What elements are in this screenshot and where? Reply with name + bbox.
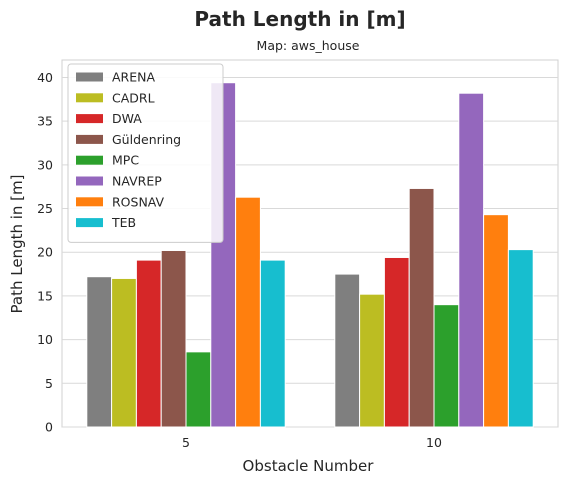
legend-label: CADRL [112,90,155,105]
legend-label: Güldenring [112,132,181,147]
y-tick-label: 10 [37,332,53,347]
bar-mpc-5 [186,352,211,427]
bar-cadrl-10 [360,294,385,427]
y-tick-label: 5 [45,376,53,391]
bar-teb-5 [260,260,285,427]
legend: ARENA CADRL DWA Güldenring MPC NAVREP ROSNAV TE… [68,64,223,242]
legend-label: NAVREP [112,174,162,189]
bar-güldenring-10 [409,188,434,427]
legend-swatch-teb [76,218,103,227]
legend-label: TEB [111,215,136,230]
legend-swatch-dwa [76,114,103,123]
legend-label: DWA [112,111,142,126]
y-axis-label: Path Length in [m] [8,175,26,314]
bar-güldenring-5 [161,250,186,427]
bar-arena-10 [335,274,360,427]
bar-navrep-10 [459,93,484,427]
bar-arena-5 [87,277,112,427]
legend-label: ROSNAV [112,194,165,209]
legend-label: ARENA [112,70,155,85]
x-tick-label: 5 [182,435,190,450]
x-axis-label: Obstacle Number [243,457,375,475]
chart-title: Path Length in [m] [194,7,405,31]
bar-teb-10 [508,250,533,427]
y-tick-label: 15 [37,288,53,303]
bar-mpc-10 [434,305,459,427]
y-tick-label: 35 [37,114,53,129]
bar-dwa-5 [136,260,161,427]
y-tick-label: 25 [37,201,53,216]
legend-swatch-navrep [76,177,103,186]
y-tick-label: 20 [37,245,53,260]
chart-subtitle: Map: aws_house [257,38,360,53]
bar-dwa-10 [384,257,409,427]
legend-swatch-arena [76,73,103,82]
legend-swatch-cadrl [76,93,103,102]
y-tick-label: 40 [37,70,53,85]
bar-rosnav-5 [236,197,261,427]
y-tick-label: 30 [37,157,53,172]
legend-label: MPC [112,153,139,168]
bar-rosnav-10 [484,215,509,427]
bar-cadrl-5 [112,278,137,427]
legend-swatch-rosnav [76,197,103,206]
legend-swatch-güldenring [76,135,103,144]
x-tick-label: 10 [426,435,442,450]
legend-swatch-mpc [76,156,103,165]
y-tick-label: 0 [45,420,53,435]
